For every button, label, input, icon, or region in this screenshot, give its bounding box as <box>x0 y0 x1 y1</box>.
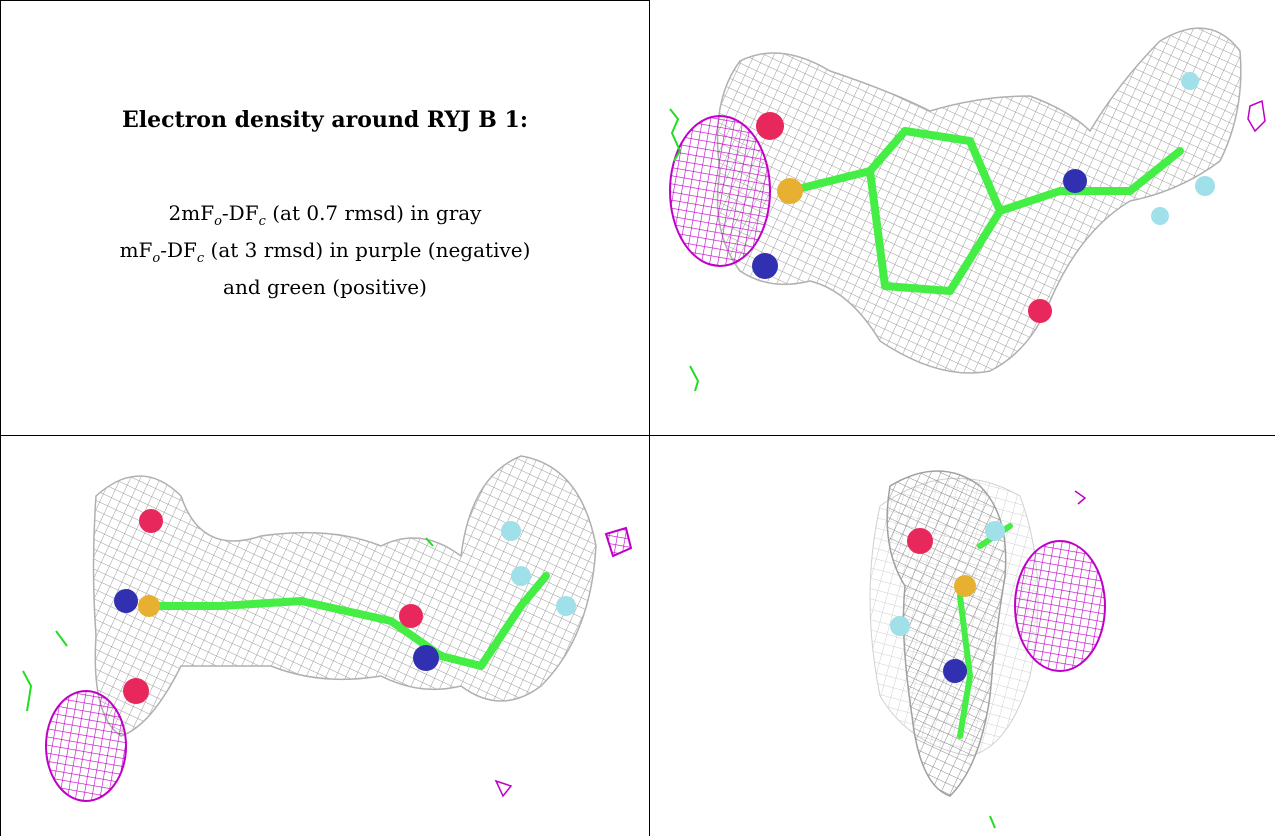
green-positive-speck <box>22 670 33 712</box>
line2-sub-c: c <box>196 251 205 266</box>
nitrogen-atom <box>1063 169 1087 193</box>
caption-line-1: 2mFo-DFc (at 0.7 rmsd) in gray <box>1 199 649 236</box>
view-top-right <box>650 1 1275 435</box>
purple-negative-blob <box>669 115 771 267</box>
sulfur-atom <box>138 595 160 617</box>
border-middle <box>0 435 1275 436</box>
fluorine-atom <box>985 521 1005 541</box>
gray-density-mesh <box>92 455 597 737</box>
sulfur-atom <box>954 575 976 597</box>
oxygen-atom <box>139 509 163 533</box>
caption-cell: Electron density around RYJ B 1: 2mFo-DF… <box>1 1 649 434</box>
fluorine-atom <box>1181 72 1199 90</box>
fluorine-atom <box>511 566 531 586</box>
molecule-density-view-icon <box>669 27 1266 392</box>
green-positive-speck <box>425 537 434 547</box>
purple-negative-speck <box>604 526 633 558</box>
green-positive-speck <box>55 630 68 647</box>
fluorine-atom <box>556 596 576 616</box>
line1-sub-o: o <box>214 214 222 229</box>
oxygen-atom <box>123 678 149 704</box>
nitrogen-atom <box>943 659 967 683</box>
view-bottom-right <box>650 436 1275 836</box>
line1-part-a: 2mF <box>168 201 215 225</box>
caption-line-3: and green (positive) <box>223 275 427 299</box>
line2-part-c: (at 3 rmsd) in purple (negative) <box>204 238 531 262</box>
molecule-density-view-icon <box>869 470 1106 829</box>
caption-line-2: mFo-DFc (at 3 rmsd) in purple (negative) <box>1 236 649 273</box>
fluorine-atom <box>890 616 910 636</box>
purple-negative-blob <box>1014 540 1106 672</box>
green-positive-speck <box>989 815 996 829</box>
border-top <box>0 0 650 1</box>
gray-density-mesh <box>716 27 1242 374</box>
oxygen-atom <box>399 604 423 628</box>
nitrogen-atom <box>413 645 439 671</box>
fluorine-atom <box>1151 207 1169 225</box>
sulfur-atom <box>777 178 803 204</box>
line2-part-a: mF <box>119 238 153 262</box>
border-center <box>649 0 650 836</box>
caption-body: 2mFo-DFc (at 0.7 rmsd) in gray mFo-DFc (… <box>1 199 649 301</box>
oxygen-atom <box>907 528 933 554</box>
nitrogen-atom <box>114 589 138 613</box>
line1-part-c: (at 0.7 rmsd) in gray <box>265 201 482 225</box>
purple-negative-blob <box>45 690 127 802</box>
caption-title: Electron density around RYJ B 1: <box>122 107 528 133</box>
line1-part-b: -DF <box>221 201 259 225</box>
purple-negative-speck <box>494 779 513 798</box>
oxygen-atom <box>756 112 784 140</box>
molecule-density-view-icon <box>22 455 633 802</box>
fluorine-atom <box>501 521 521 541</box>
purple-negative-speck <box>1247 99 1266 133</box>
border-left <box>0 0 1 836</box>
nitrogen-atom <box>752 253 778 279</box>
fluorine-atom <box>1195 176 1215 196</box>
view-bottom-left <box>1 436 649 836</box>
oxygen-atom <box>1028 299 1052 323</box>
line1-sub-c: c <box>258 214 266 229</box>
green-positive-speck <box>689 365 700 392</box>
line2-part-b: -DF <box>160 238 197 262</box>
line2-sub-o: o <box>152 251 161 266</box>
green-positive-speck <box>669 108 682 162</box>
purple-negative-speck <box>1074 490 1087 505</box>
